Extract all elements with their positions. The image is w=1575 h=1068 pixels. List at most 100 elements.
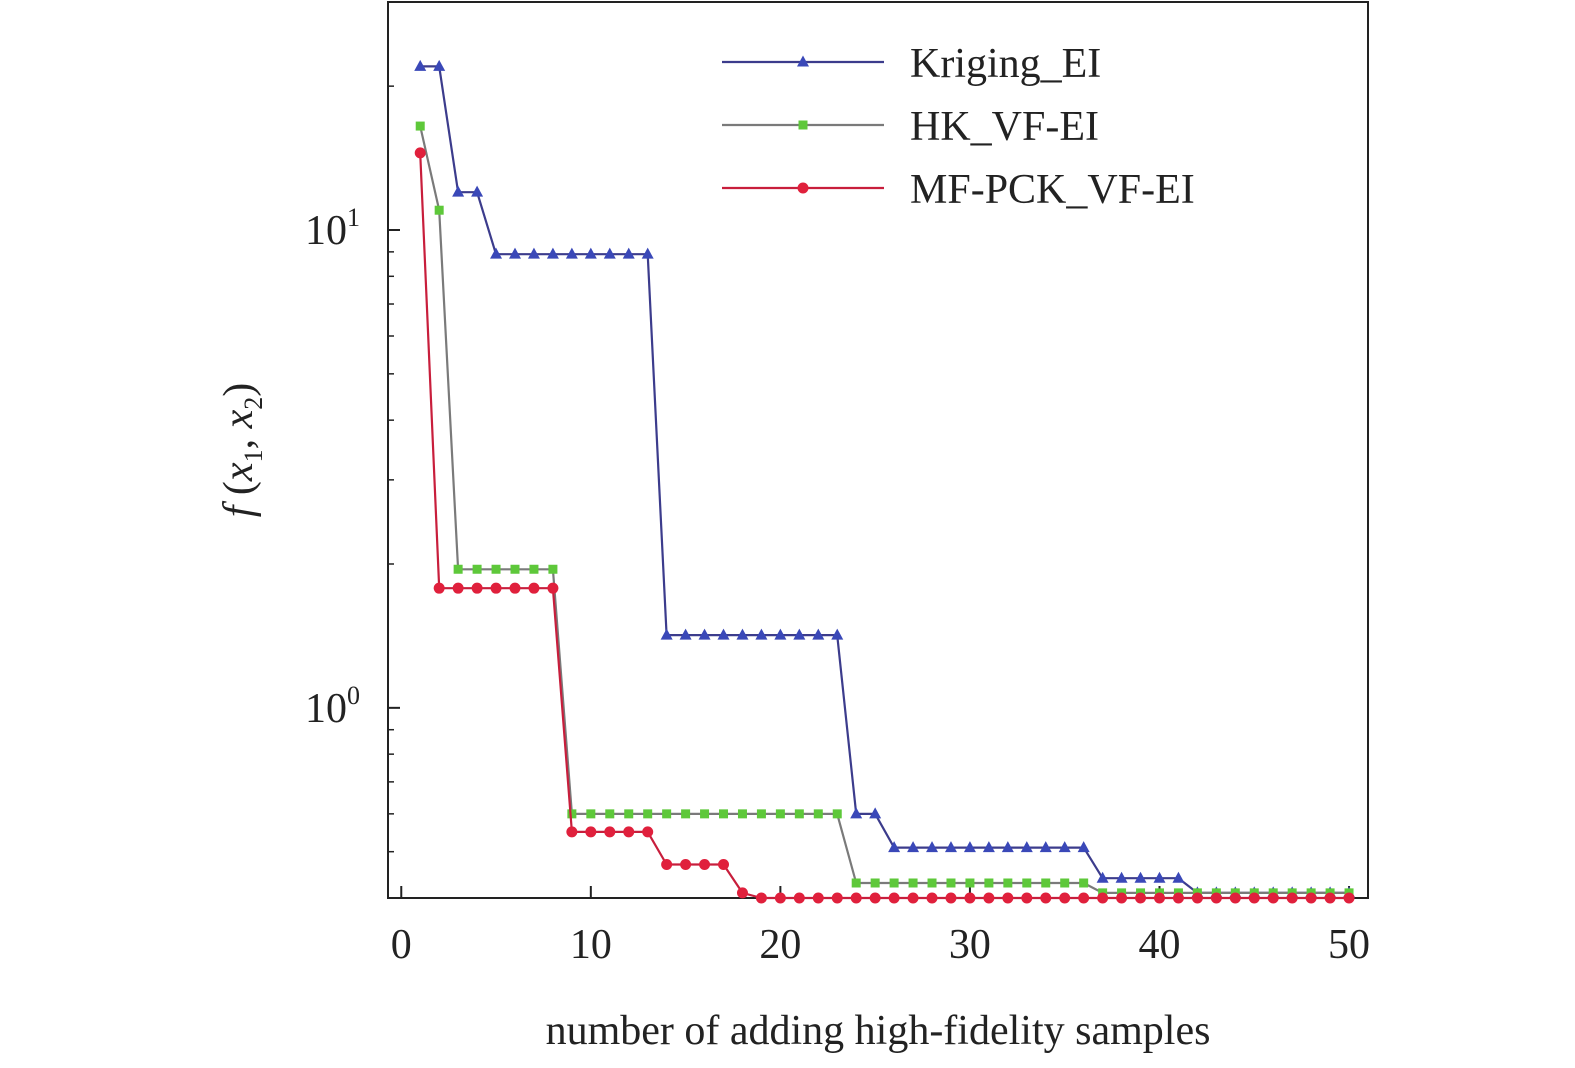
data-point-circle [566, 826, 578, 838]
data-point-triangle [1096, 871, 1109, 883]
data-point-square [756, 809, 766, 819]
x-tick-label: 10 [570, 922, 612, 968]
data-point-circle [471, 582, 483, 594]
data-point-circle [1097, 892, 1109, 904]
data-point-circle [907, 892, 919, 904]
data-point-triangle [831, 628, 844, 640]
data-point-triangle [509, 247, 522, 259]
series-kriging-ei [414, 59, 1356, 898]
data-point-square [415, 121, 425, 131]
data-point-circle [1040, 892, 1052, 904]
data-point-square [681, 809, 691, 819]
data-point-circle [1305, 892, 1317, 904]
y-tick-label: 101 [305, 203, 360, 254]
data-point-triangle [546, 247, 559, 259]
data-point-triangle [698, 628, 711, 640]
y-axis-title-part: , [216, 428, 262, 449]
data-point-circle [755, 892, 767, 904]
data-point-circle [793, 892, 805, 904]
series-line [419, 152, 1349, 900]
data-point-circle [1210, 892, 1222, 904]
data-point-triangle [812, 628, 825, 640]
data-point-triangle [565, 247, 578, 259]
data-point-triangle [963, 841, 976, 853]
y-axis-title: f (x1, x2) [216, 383, 268, 517]
data-point-circle [1153, 892, 1165, 904]
data-point-circle [585, 826, 597, 838]
data-point-triangle [622, 247, 635, 259]
y-tick-exponent: 1 [347, 203, 360, 232]
data-point-circle [604, 826, 616, 838]
data-point-triangle [471, 185, 484, 197]
data-point-circle [1135, 892, 1147, 904]
data-point-circle [433, 582, 445, 594]
series-line [419, 125, 1349, 895]
series-hk-vf-ei [415, 121, 1354, 898]
legend-label: HK_VF-EI [910, 104, 1099, 150]
legend-entry: Kriging_EI [722, 41, 1101, 87]
data-point-triangle [527, 247, 540, 259]
data-point-square [794, 809, 804, 819]
data-point-circle [812, 892, 824, 904]
data-point-triangle [584, 247, 597, 259]
data-point-circle [1248, 892, 1260, 904]
data-point-triangle [793, 628, 806, 640]
data-point-circle [718, 859, 730, 871]
y-axis-title-part: x [216, 409, 262, 429]
data-point-circle [1343, 892, 1355, 904]
data-point-circle [1002, 892, 1014, 904]
legend-marker-circle [797, 182, 809, 194]
data-point-circle [1172, 892, 1184, 904]
data-point-circle [945, 892, 957, 904]
x-axis-ticks: 0 10 20 30 40 50 [391, 886, 1370, 968]
x-axis-title: number of adding high-fidelity samples [546, 1008, 1211, 1054]
data-point-square [889, 878, 899, 888]
data-point-triangle [1039, 841, 1052, 853]
y-axis-title-part: x [216, 462, 262, 482]
legend-entry: HK_VF-EI [722, 104, 1099, 150]
data-point-triangle [755, 628, 768, 640]
y-axis-title-part: ) [216, 383, 262, 397]
x-tick-label: 20 [759, 922, 801, 968]
data-point-circle [850, 892, 862, 904]
data-point-circle [926, 892, 938, 904]
data-point-circle [490, 582, 502, 594]
data-point-circle [1078, 892, 1090, 904]
data-point-triangle [717, 628, 730, 640]
data-point-square [567, 809, 577, 819]
data-point-square [984, 878, 994, 888]
data-point-circle [1267, 892, 1279, 904]
y-tick-base: 10 [305, 686, 347, 732]
data-point-circle [964, 892, 976, 904]
legend-label: Kriging_EI [910, 41, 1101, 87]
data-point-triangle [944, 841, 957, 853]
data-point-square [813, 809, 823, 819]
legend-marker-triangle [797, 55, 809, 67]
legend-entry: MF-PCK_VF-EI [722, 167, 1195, 213]
y-tick-base: 10 [305, 208, 347, 254]
data-point-triangle [452, 185, 465, 197]
data-point-triangle [490, 247, 503, 259]
data-point-triangle [1001, 841, 1014, 853]
data-point-square [908, 878, 918, 888]
data-point-square [965, 878, 975, 888]
data-point-square [851, 878, 861, 888]
data-point-circle [1286, 892, 1298, 904]
data-point-circle [528, 582, 540, 594]
data-point-square [719, 809, 729, 819]
data-point-square [870, 878, 880, 888]
data-point-square [1041, 878, 1051, 888]
data-point-circle [1116, 892, 1128, 904]
data-point-circle [1021, 892, 1033, 904]
data-point-square [434, 205, 444, 215]
data-point-triangle [1020, 841, 1033, 853]
data-point-square [643, 809, 653, 819]
y-axis-title-part: 2 [239, 397, 268, 410]
data-point-square [775, 809, 785, 819]
data-point-square [548, 564, 558, 574]
legend-marker-square [798, 120, 808, 130]
data-point-square [624, 809, 634, 819]
data-point-triangle [1115, 871, 1128, 883]
